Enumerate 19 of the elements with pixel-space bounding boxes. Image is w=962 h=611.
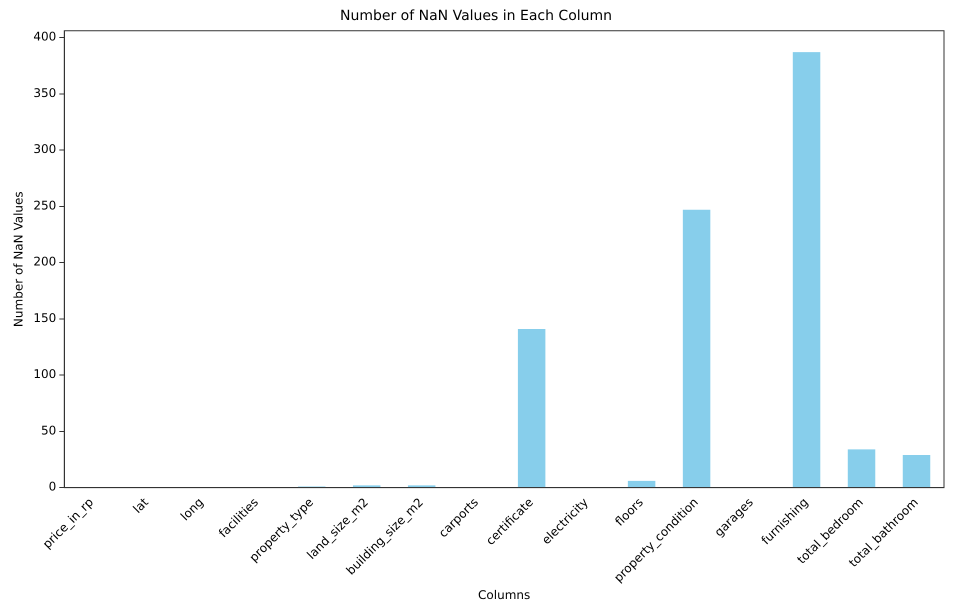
- y-axis-title: Number of NaN Values: [11, 191, 26, 328]
- y-tick-label: 50: [41, 423, 56, 438]
- y-tick-label: 200: [33, 254, 56, 269]
- bar: [628, 480, 656, 488]
- x-axis-title: Columns: [478, 588, 530, 602]
- bar: [848, 449, 876, 488]
- bar: [518, 328, 546, 488]
- y-tick-label: 250: [33, 198, 56, 212]
- y-tick-label: 300: [33, 142, 56, 156]
- bar: [682, 210, 710, 488]
- y-tick-label: 150: [33, 310, 56, 325]
- y-tick-label: 400: [33, 30, 56, 44]
- y-tick-label: 100: [33, 367, 56, 382]
- bar: [902, 454, 930, 488]
- bar: [792, 52, 820, 488]
- x-tick-label: lat: [130, 494, 152, 516]
- chart-title: Number of NaN Values in Each Column: [340, 8, 612, 24]
- y-tick-label: 0: [48, 480, 56, 494]
- y-tick-label: 350: [33, 86, 56, 100]
